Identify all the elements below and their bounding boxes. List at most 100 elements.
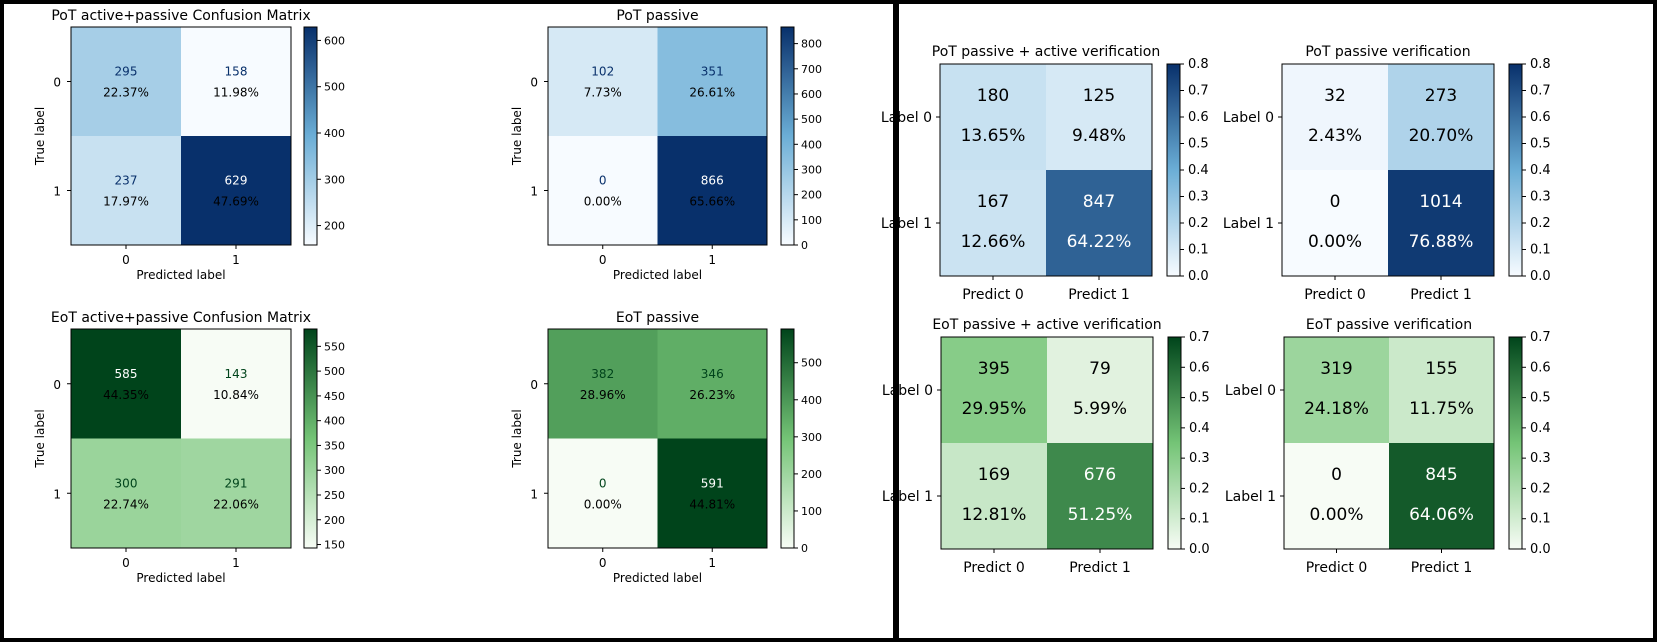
- cell-count: 169: [978, 465, 1010, 485]
- colorbar-tick-label: 0.2: [1530, 216, 1551, 231]
- cell-percent: 51.25%: [1068, 505, 1133, 525]
- colorbar: [780, 26, 795, 246]
- cell-percent: 0.00%: [584, 497, 622, 511]
- matrix-border: [940, 336, 1154, 550]
- colorbar-tick-label: 300: [324, 173, 345, 186]
- matrix-cell: [548, 136, 658, 245]
- cell-percent: 22.74%: [103, 497, 149, 511]
- x-tick-label: 0: [599, 253, 607, 267]
- colorbar-tick-label: 0.2: [1189, 481, 1210, 496]
- cell-percent: 65.66%: [689, 195, 735, 209]
- x-tick-label: Predict 0: [962, 287, 1024, 303]
- colorbar-tick-label: 400: [801, 394, 822, 407]
- matrix-border: [939, 63, 1153, 277]
- colorbar-tick-label: 0.4: [1188, 163, 1209, 178]
- colorbar: [303, 328, 318, 549]
- x-tick-label: Predict 0: [1306, 560, 1368, 576]
- x-axis-label: Predicted label: [136, 571, 225, 585]
- colorbar-tick-label: 350: [324, 439, 345, 452]
- colorbar-tick-label: 0.5: [1530, 137, 1551, 152]
- y-tick-label: Label 0: [1223, 110, 1274, 126]
- cell-percent: 28.96%: [580, 388, 626, 402]
- x-tick-label: Predict 1: [1069, 560, 1131, 576]
- colorbar-tick-label: 100: [801, 214, 822, 227]
- cell-percent: 5.99%: [1073, 399, 1127, 419]
- matrix-cell: [1389, 443, 1494, 549]
- matrix-cell: [941, 337, 1047, 443]
- y-tick-label: Label 0: [882, 383, 933, 399]
- matrix-border: [547, 26, 768, 246]
- colorbar-tick-label: 0.8: [1188, 57, 1209, 72]
- y-axis-label: True label: [33, 409, 47, 468]
- x-tick-label: 1: [232, 556, 240, 570]
- colorbar-tick-label: 600: [324, 34, 345, 47]
- colorbar-tick-label: 0.7: [1530, 84, 1551, 99]
- colorbar-tick-label: 0.7: [1530, 330, 1551, 345]
- colorbar-tick-label: 0.3: [1530, 190, 1551, 205]
- colorbar-tick-label: 0.6: [1188, 110, 1209, 125]
- cell-percent: 64.06%: [1409, 505, 1474, 525]
- colorbar-tick-label: 200: [324, 220, 345, 233]
- colorbar-tick-label: 400: [324, 127, 345, 140]
- cell-count: 300: [115, 476, 138, 490]
- chart-title: PoT passive verification: [1305, 44, 1470, 60]
- cell-percent: 29.95%: [962, 399, 1027, 419]
- chart-title: PoT passive: [616, 8, 698, 24]
- colorbar-tick-label: 0.5: [1188, 137, 1209, 152]
- matrix-cell: [941, 443, 1047, 549]
- colorbar-tick-label: 150: [324, 539, 345, 552]
- cell-percent: 44.81%: [689, 497, 735, 511]
- matrix-cell: [940, 170, 1046, 276]
- colorbar-tick-label: 0: [801, 239, 808, 252]
- cell-percent: 9.48%: [1072, 126, 1126, 146]
- cell-percent: 0.00%: [584, 195, 622, 209]
- y-tick-label: 0: [530, 378, 538, 392]
- y-tick-label: 0: [53, 76, 61, 90]
- y-tick-label: 1: [53, 487, 61, 501]
- matrix-cell: [548, 438, 658, 548]
- colorbar-tick-label: 0.2: [1188, 216, 1209, 231]
- matrix-cell: [181, 27, 291, 136]
- matrix-cell: [71, 136, 181, 245]
- y-tick-label: 1: [530, 185, 538, 199]
- cell-count: 237: [115, 174, 138, 188]
- x-tick-label: Predict 0: [1304, 287, 1366, 303]
- x-axis-label: Predicted label: [613, 571, 702, 585]
- colorbar: [1508, 63, 1523, 277]
- matrix-border: [1283, 336, 1495, 550]
- y-axis-label: True label: [510, 107, 524, 166]
- colorbar: [780, 328, 795, 549]
- colorbar-tick-label: 0.0: [1530, 542, 1551, 557]
- confusion-matrix-7: 395 29.95% 79 5.99% 169 12.81% 676 51.25% EoT pa…: [882, 317, 1210, 576]
- matrix-cell: [71, 27, 181, 136]
- cell-percent: 76.88%: [1409, 232, 1474, 252]
- cell-percent: 44.35%: [103, 388, 149, 402]
- colorbar-tick-label: 200: [801, 189, 822, 202]
- matrix-border: [1281, 63, 1495, 277]
- cell-count: 125: [1083, 86, 1115, 106]
- cell-count: 845: [1425, 465, 1457, 485]
- cell-count: 1014: [1419, 192, 1462, 212]
- cell-count: 847: [1083, 192, 1115, 212]
- matrix-cell: [1047, 337, 1153, 443]
- colorbar-tick-label: 450: [324, 390, 345, 403]
- colorbar-tick-label: 500: [801, 357, 822, 370]
- colorbar-tick-label: 0.6: [1530, 360, 1551, 375]
- cell-count: 180: [977, 86, 1009, 106]
- cell-count: 351: [701, 65, 724, 79]
- matrix-cell: [1046, 64, 1152, 170]
- y-tick-label: Label 1: [881, 216, 932, 232]
- colorbar-tick-label: 0.7: [1188, 84, 1209, 99]
- matrix-cell: [1284, 443, 1389, 549]
- colorbar-tick-label: 0.3: [1189, 451, 1210, 466]
- cell-count: 0: [599, 174, 607, 188]
- cell-count: 395: [978, 359, 1010, 379]
- x-tick-label: 1: [708, 253, 716, 267]
- cell-count: 591: [701, 476, 724, 490]
- colorbar: [1166, 63, 1181, 277]
- matrix-cell: [548, 329, 658, 439]
- colorbar-tick-label: 0.3: [1530, 451, 1551, 466]
- cell-percent: 12.81%: [962, 505, 1027, 525]
- cell-count: 32: [1324, 86, 1346, 106]
